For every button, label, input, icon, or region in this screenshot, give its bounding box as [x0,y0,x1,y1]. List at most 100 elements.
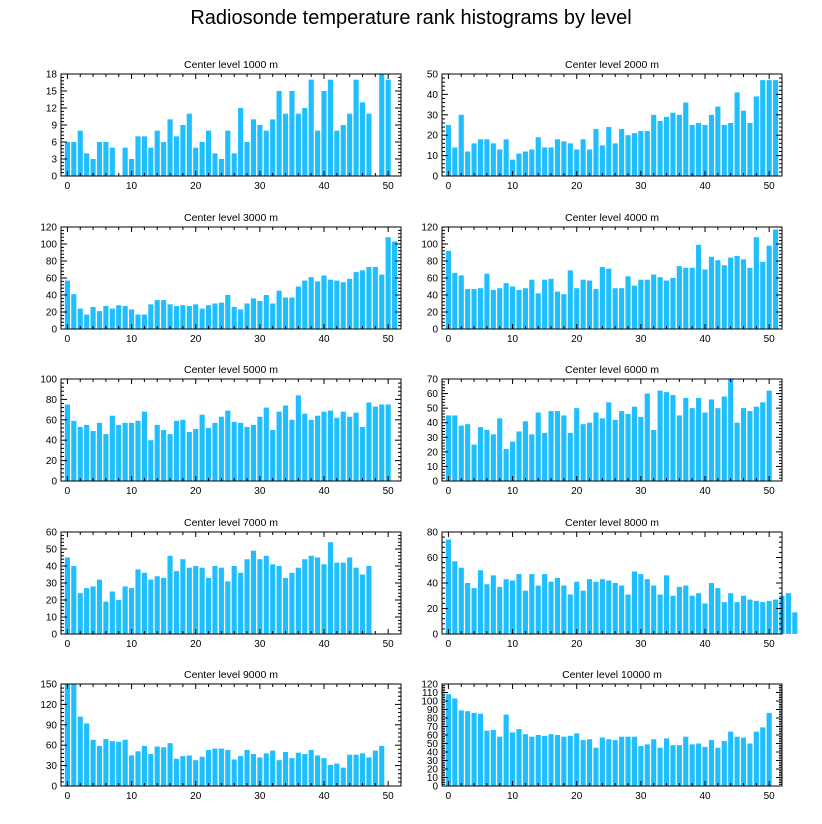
x-tick-label: 10 [507,486,519,497]
bar [238,572,244,634]
bar [663,738,670,786]
bar [715,747,721,786]
x-tick-label: 10 [507,639,519,650]
bar [64,684,70,786]
panel-title: Center level 6000 m [565,364,659,376]
bar [516,431,522,481]
x-tick-label: 0 [446,334,452,345]
bar [548,581,554,634]
x-tick-label: 0 [65,181,71,192]
bar [561,585,567,634]
y-tick-label: 40 [427,418,439,429]
bar [340,282,346,329]
bar [670,112,676,176]
bar [516,289,522,329]
bar [696,743,702,786]
bar [141,745,147,786]
bar [484,584,490,634]
bar [702,603,708,634]
y-tick-label: 30 [427,110,439,121]
panel-10: Center level 10000 m0 10 20 30 40 50010203040… [421,669,783,802]
bar [270,430,276,481]
bar [490,434,496,481]
bar [657,594,663,634]
x-tick-label: 10 [126,334,138,345]
x-tick-label: 50 [383,791,395,802]
y-tick-label: 20 [427,131,439,142]
bar [276,91,282,176]
bar [77,716,83,786]
bar [90,159,96,176]
bar [96,745,103,786]
bar [353,754,359,786]
bar [561,294,567,329]
bar [529,149,535,176]
bar [747,411,753,481]
bar [205,130,212,176]
bar [747,743,753,786]
bar [708,114,714,176]
bar [347,557,353,634]
bar [696,397,702,481]
bar [289,91,295,176]
bar [186,306,192,329]
bar [327,410,333,481]
bar [734,602,740,635]
bar [631,133,638,176]
bar [689,744,695,786]
bar [276,566,282,634]
y-tick-label: 60 [427,553,439,564]
bar [766,600,772,634]
bar [379,74,385,176]
bar [522,590,528,634]
bar [503,714,509,786]
bar [129,422,135,481]
bar [270,119,276,176]
y-tick-label: 60 [46,528,58,539]
bar [84,314,90,329]
bar [728,731,734,786]
panel-title: Center level 1000 m [184,59,278,71]
bar [218,416,224,481]
y-tick-label: 20 [46,596,58,607]
y-tick-label: 60 [427,389,439,400]
bar [535,412,541,481]
bar [353,272,359,329]
bar [599,737,605,786]
bar [522,734,528,786]
bar [612,740,618,786]
bar [490,143,496,176]
y-tick-label: 60 [46,741,58,752]
bar [148,147,154,176]
bar [321,411,327,481]
bar [465,424,471,481]
x-tick-label: 50 [764,639,776,650]
bar [321,564,327,634]
bar [302,413,308,481]
x-tick-label: 40 [699,639,711,650]
bar [586,739,593,786]
bar [471,588,477,634]
bar [231,306,237,329]
bar [580,424,586,481]
y-tick-label: 40 [46,291,58,302]
y-tick-label: 20 [46,308,58,319]
bar [445,125,451,176]
bar [289,758,295,786]
bar [167,304,173,329]
y-tick-label: 0 [432,630,438,641]
bar [651,585,657,634]
bar [353,79,359,176]
bar [651,739,657,786]
bar [64,404,70,481]
x-tick-label: 0 [446,181,452,192]
bar [631,285,638,329]
bar [702,269,708,329]
bar [683,585,689,634]
bar [580,590,586,634]
bar [109,741,115,786]
panel-title: Center level 3000 m [184,212,278,224]
bar [225,581,231,634]
bar [484,430,490,481]
bar [180,559,186,634]
